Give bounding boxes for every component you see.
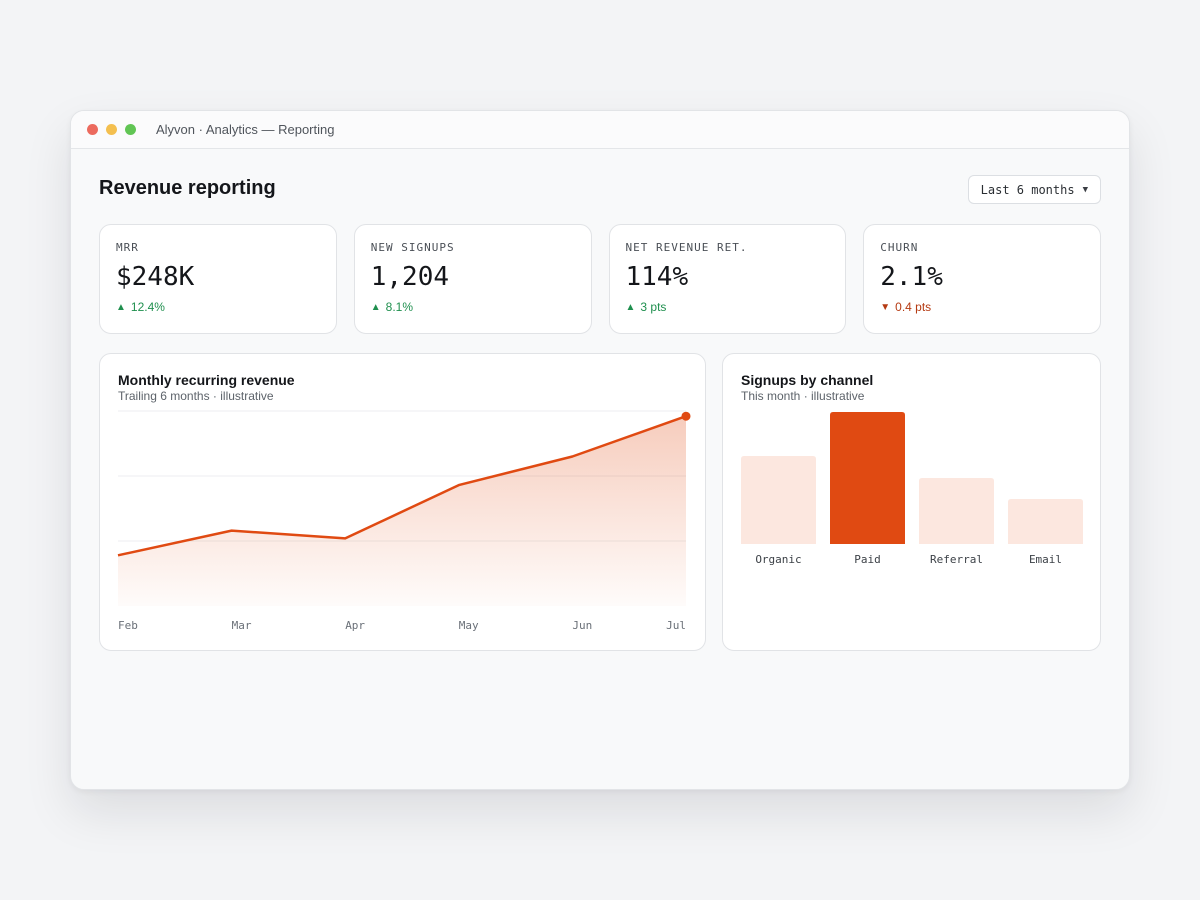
kpi-card-new-signups: NEW SIGNUPS 1,204 ▲ 8.1%: [353, 224, 592, 334]
chevron-down-icon: ▼: [1082, 184, 1088, 195]
trend-down-icon: ▼: [880, 301, 891, 313]
kpi-delta-value: 8.1%: [385, 300, 414, 314]
bar-organic[interactable]: [741, 456, 816, 544]
app-window: Alyvon · Analytics — Reporting Revenue r…: [70, 110, 1130, 790]
bar-category-label: Email: [1029, 553, 1062, 566]
kpi-delta-value: 12.4%: [130, 300, 165, 314]
kpi-card-net-revenue-retention: NET REVENUE RET. 114% ▲ 3 pts: [608, 224, 847, 334]
x-tick-label: May: [459, 619, 479, 632]
date-range-value: Last 6 months: [980, 182, 1075, 197]
kpi-delta: ▲ 12.4%: [116, 300, 320, 314]
kpi-value: $248K: [116, 262, 195, 292]
kpi-delta: ▲ 3 pts: [626, 300, 830, 314]
kpi-delta: ▲ 8.1%: [371, 300, 575, 314]
bar-email[interactable]: [1008, 499, 1083, 544]
kpi-delta-value: 3 pts: [640, 300, 667, 314]
trend-up-icon: ▲: [116, 301, 126, 313]
x-tick-label: Mar: [232, 619, 252, 632]
panel-subtitle: Trailing 6 months · illustrative: [118, 389, 274, 403]
kpi-row: MRR $248K ▲ 12.4% NEW SIGNUPS 1,204 ▲ 8.…: [99, 224, 1101, 334]
channels-bar-chart: Organic Paid Referral Email: [741, 412, 1083, 566]
data-point[interactable]: [681, 411, 691, 421]
series-line: [117, 415, 687, 557]
panel-title: Signups by channel: [741, 372, 874, 388]
kpi-value: 1,204: [370, 262, 450, 292]
revenue-area-chart: Feb Mar Apr May Jun Jul: [117, 410, 691, 632]
bar-referral[interactable]: [919, 478, 994, 544]
bar-category-label: Referral: [930, 553, 983, 566]
bar-paid[interactable]: [830, 412, 905, 544]
kpi-card-mrr: MRR $248K ▲ 12.4%: [99, 224, 337, 334]
panel-title: Monthly recurring revenue: [118, 372, 295, 388]
x-tick-label: Apr: [345, 619, 365, 632]
panel-subtitle: This month · illustrative: [741, 389, 865, 403]
channels-chart-panel: Organic Paid Referral Email Signups by chan…: [722, 353, 1101, 651]
kpi-value: 2.1%: [880, 262, 943, 292]
window-title: Alyvon · Analytics — Reporting: [156, 122, 335, 137]
page-title: Revenue reporting: [99, 177, 276, 199]
kpi-value: 114%: [625, 262, 689, 292]
title-bar: Alyvon · Analytics — Reporting: [71, 111, 1129, 149]
bar-category-label: Organic: [755, 553, 801, 566]
kpi-delta: ▼ 0.4 pts: [880, 300, 1084, 314]
x-tick-label: Jun: [572, 619, 592, 632]
maximize-window-button[interactable]: [125, 124, 136, 135]
x-tick-label: Jul: [666, 619, 686, 632]
kpi-label: CHURN: [880, 241, 919, 254]
revenue-chart-panel: Feb Mar Apr May Jun Jul Monthly recurring rev…: [99, 353, 706, 651]
close-window-button[interactable]: [87, 124, 98, 135]
trend-up-icon: ▲: [625, 301, 636, 313]
trend-up-icon: ▲: [370, 301, 381, 313]
minimize-window-button[interactable]: [106, 124, 117, 135]
bar-category-label: Paid: [854, 553, 881, 566]
kpi-card-churn: CHURN 2.1% ▼ 0.4 pts: [863, 224, 1101, 334]
x-tick-label: Feb: [118, 619, 138, 632]
kpi-label: MRR: [116, 241, 139, 254]
kpi-label: NET REVENUE RET.: [625, 241, 748, 254]
kpi-delta-value: 0.4 pts: [895, 300, 932, 314]
date-range-select[interactable]: Last 6 months ▼: [967, 175, 1101, 204]
kpi-label: NEW SIGNUPS: [370, 241, 455, 254]
